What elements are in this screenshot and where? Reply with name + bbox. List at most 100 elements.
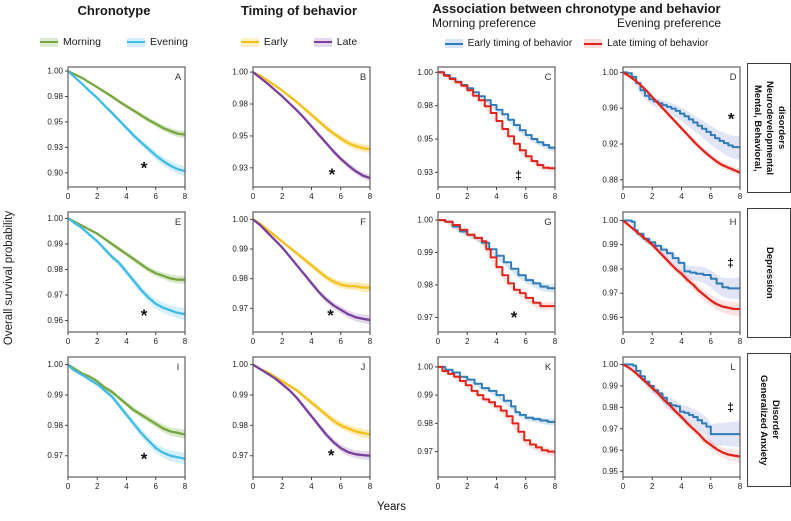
x-tick-label: 6 [339,192,344,201]
x-tick-label: 4 [679,337,684,346]
panel-A: 0 2 4 6 8 0.90 0.93 0.95 0.98 1.00 A * [47,66,188,201]
x-tick-label: 8 [368,192,373,201]
x-tick-label: 8 [738,192,743,201]
x-tick-label: 2 [465,482,470,491]
panel-C: 0 2 4 6 8 0.93 0.95 0.98 1.00 C ‡ [417,66,558,201]
x-tick-label: 4 [124,482,129,491]
y-tick-label: 0.98 [417,101,433,110]
y-tick-label: 0.96 [47,316,63,325]
legend-label: Early timing of behavior [467,38,573,49]
x-tick-label: 8 [183,337,188,346]
significance-asterisk: * [511,308,518,327]
x-tick-label: 4 [494,482,499,491]
x-tick-label: 0 [251,482,256,491]
y-tick-label: 0.96 [602,446,618,455]
legend-item-late-timing-of-behavior: Late timing of behavior [584,38,708,49]
x-tick-label: 2 [280,482,285,491]
curve-late [253,218,370,322]
significance-asterisk: * [328,446,335,465]
y-tick-label: 0.97 [47,451,63,460]
x-tick-label: 8 [738,337,743,346]
y-tick-label: 0.97 [232,304,248,313]
x-tick-label: 0 [66,482,71,491]
y-tick-label: 0.99 [602,240,618,249]
significance-double-dagger: ‡ [515,169,522,183]
panel-I: 0 2 4 6 8 0.97 0.98 0.99 1.00 I * [47,356,188,491]
y-tick-label: 0.93 [417,168,433,177]
x-tick-label: 2 [650,482,655,491]
curve-evening [68,363,185,460]
y-tick-label: 1.00 [602,68,618,77]
y-tick-label: 1.00 [47,360,63,369]
x-tick-label: 4 [679,482,684,491]
x-tick-label: 4 [309,192,314,201]
curve-morning [68,69,185,136]
column-header-chronotype: Chronotype [77,3,151,18]
panel-D: 0 2 4 6 8 0.88 0.92 0.96 1.00 D * [602,66,743,201]
y-tick-label: 0.95 [417,135,433,144]
x-tick-label: 0 [621,337,626,346]
y-tick-label: 0.97 [232,451,248,460]
y-tick-label: 1.00 [47,214,63,223]
y-tick-label: 0.95 [232,131,248,140]
confidence-band [253,218,370,293]
curve-early-timing-of-behavior [438,365,555,423]
x-tick-label: 2 [95,337,100,346]
x-tick-label: 2 [650,337,655,346]
x-tick-label: 0 [436,337,441,346]
confidence-band [253,71,370,154]
y-tick-label: 0.99 [232,390,248,399]
panel-letter: B [360,72,366,83]
panel-letter: F [360,217,366,228]
confidence-band [68,217,185,321]
panel-letter: A [175,72,182,83]
x-tick-label: 6 [709,482,714,491]
significance-double-dagger: ‡ [727,400,734,414]
x-tick-label: 4 [124,337,129,346]
subheader-morning-preference: Morning preference [431,16,537,30]
legend-swatch-icon [584,39,603,48]
x-tick-label: 0 [251,192,256,201]
curve-early [253,363,370,436]
y-tick-label: 0.97 [417,447,433,456]
panel-letter: H [730,217,737,228]
legend-label: Late timing of behavior [607,38,709,49]
x-tick-label: 8 [183,482,188,491]
y-tick-label: 1.00 [417,216,433,225]
x-tick-label: 8 [368,337,373,346]
y-tick-label: 0.95 [47,117,63,126]
y-tick-label: 0.99 [417,248,433,257]
x-tick-label: 6 [524,337,529,346]
legend-label: Evening [149,36,188,48]
row-label-generalized-anxiety: Generalized Anxiety Disorder [747,353,791,487]
panel-letter: L [730,362,735,373]
panel-frame [437,66,556,188]
curve-early-timing-of-behavior [438,219,555,290]
x-tick-label: 6 [524,482,529,491]
panel-letter: E [175,217,181,228]
significance-asterisk: * [329,165,336,184]
significance-asterisk: * [141,449,148,468]
curve-late-timing-of-behavior [623,71,740,174]
column-header-timing: Timing of behavior [240,3,358,18]
x-tick-label: 4 [309,337,314,346]
curve-early [253,218,370,289]
y-tick-label: 0.99 [47,390,63,399]
x-tick-label: 2 [95,482,100,491]
legend-chronotype: Morning Evening [38,36,190,48]
x-tick-label: 0 [66,192,71,201]
y-tick-label: 0.98 [232,274,248,283]
y-tick-label: 0.98 [417,280,433,289]
legend-swatch-icon [313,37,332,47]
y-axis-label: Overall survival probability [3,210,15,346]
x-tick-label: 4 [494,337,499,346]
curve-morning [68,217,185,281]
significance-asterisk: * [728,110,735,129]
panel-letter: J [361,362,366,373]
x-tick-label: 6 [154,482,159,491]
curve-late [253,363,370,457]
y-tick-label: 0.99 [417,391,433,400]
curve-late-timing-of-behavior [623,363,740,458]
x-tick-label: 4 [309,482,314,491]
